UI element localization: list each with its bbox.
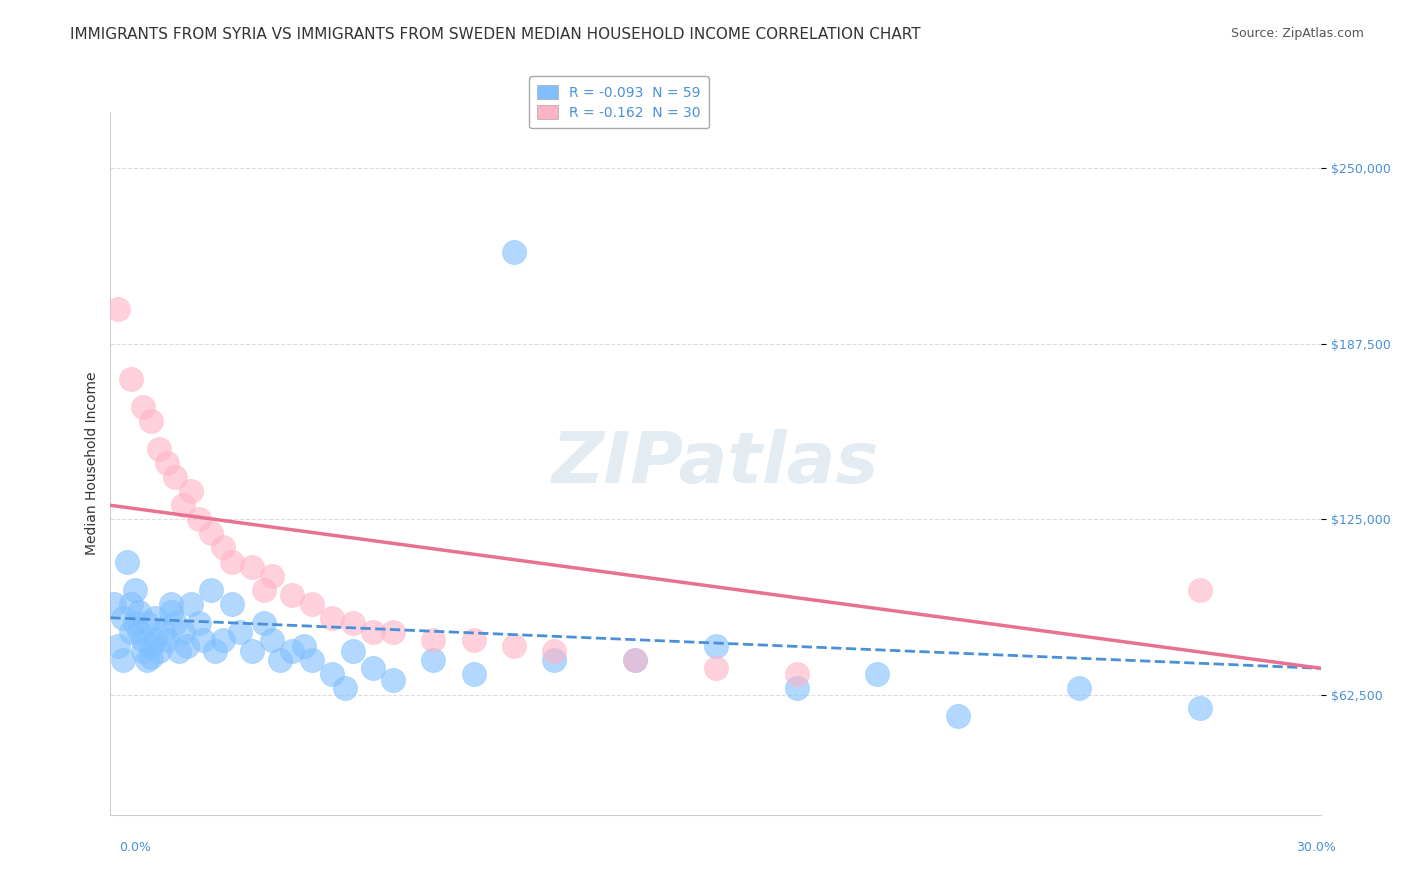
Point xyxy=(152,624,174,639)
Legend: R = -0.093  N = 59, R = -0.162  N = 30: R = -0.093 N = 59, R = -0.162 N = 30 xyxy=(529,77,709,128)
Point xyxy=(120,624,142,639)
Point xyxy=(111,653,134,667)
Point xyxy=(543,653,565,667)
Point xyxy=(204,644,226,658)
Point xyxy=(143,611,166,625)
Point xyxy=(240,644,263,658)
Point xyxy=(103,597,125,611)
Point xyxy=(163,616,186,631)
Point xyxy=(172,624,194,639)
Point xyxy=(128,624,150,639)
Point xyxy=(786,681,808,695)
Point xyxy=(124,582,146,597)
Point xyxy=(167,644,190,658)
Point xyxy=(866,667,889,681)
Point xyxy=(176,639,198,653)
Point xyxy=(281,588,304,602)
Point xyxy=(180,484,202,499)
Point xyxy=(1189,582,1212,597)
Point xyxy=(422,633,444,648)
Point xyxy=(200,526,222,541)
Point xyxy=(111,611,134,625)
Point xyxy=(381,673,404,687)
Point xyxy=(131,400,153,414)
Point xyxy=(148,442,170,456)
Point xyxy=(292,639,315,653)
Point xyxy=(253,616,276,631)
Point xyxy=(172,498,194,512)
Point xyxy=(143,633,166,648)
Point xyxy=(321,611,343,625)
Point xyxy=(1189,700,1212,714)
Point xyxy=(624,653,647,667)
Point xyxy=(704,639,727,653)
Point xyxy=(107,639,129,653)
Point xyxy=(221,555,243,569)
Point xyxy=(281,644,304,658)
Point xyxy=(212,633,235,648)
Point xyxy=(188,512,211,526)
Point xyxy=(342,616,364,631)
Point xyxy=(269,653,291,667)
Text: 0.0%: 0.0% xyxy=(120,841,152,854)
Point xyxy=(946,709,969,723)
Point xyxy=(124,616,146,631)
Point xyxy=(503,245,526,260)
Point xyxy=(131,644,153,658)
Point xyxy=(115,555,138,569)
Point xyxy=(139,639,162,653)
Point xyxy=(422,653,444,667)
Point xyxy=(253,582,276,597)
Point xyxy=(221,597,243,611)
Text: ZIPatlas: ZIPatlas xyxy=(553,429,880,498)
Point xyxy=(463,633,485,648)
Point xyxy=(156,456,179,470)
Point xyxy=(131,633,153,648)
Point xyxy=(120,597,142,611)
Point xyxy=(260,568,283,582)
Point xyxy=(160,605,183,619)
Point xyxy=(228,624,250,639)
Point xyxy=(704,661,727,675)
Point xyxy=(301,597,323,611)
Point xyxy=(135,653,157,667)
Y-axis label: Median Household Income: Median Household Income xyxy=(86,371,100,555)
Point xyxy=(786,667,808,681)
Text: 30.0%: 30.0% xyxy=(1296,841,1336,854)
Point xyxy=(180,597,202,611)
Point xyxy=(301,653,323,667)
Point xyxy=(342,644,364,658)
Point xyxy=(135,616,157,631)
Text: IMMIGRANTS FROM SYRIA VS IMMIGRANTS FROM SWEDEN MEDIAN HOUSEHOLD INCOME CORRELAT: IMMIGRANTS FROM SYRIA VS IMMIGRANTS FROM… xyxy=(70,27,921,42)
Point xyxy=(107,301,129,316)
Point xyxy=(624,653,647,667)
Point xyxy=(148,644,170,658)
Point xyxy=(361,661,384,675)
Point xyxy=(163,470,186,484)
Point xyxy=(160,597,183,611)
Point xyxy=(193,633,215,648)
Text: Source: ZipAtlas.com: Source: ZipAtlas.com xyxy=(1230,27,1364,40)
Point xyxy=(260,633,283,648)
Point xyxy=(200,582,222,597)
Point xyxy=(120,372,142,386)
Point xyxy=(128,605,150,619)
Point xyxy=(543,644,565,658)
Point xyxy=(333,681,356,695)
Point xyxy=(503,639,526,653)
Point xyxy=(188,616,211,631)
Point xyxy=(212,541,235,555)
Point xyxy=(156,633,179,648)
Point xyxy=(139,650,162,665)
Point xyxy=(361,624,384,639)
Point xyxy=(240,560,263,574)
Point xyxy=(463,667,485,681)
Point xyxy=(321,667,343,681)
Point xyxy=(381,624,404,639)
Point xyxy=(1069,681,1091,695)
Point xyxy=(139,414,162,428)
